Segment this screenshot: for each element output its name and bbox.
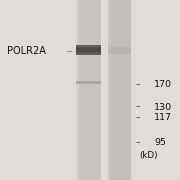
- Text: POLR2A: POLR2A: [7, 46, 46, 56]
- Text: --: --: [136, 80, 141, 89]
- Bar: [108, 0, 111, 180]
- Text: 117: 117: [154, 113, 172, 122]
- Text: 95: 95: [154, 138, 166, 147]
- Text: --: --: [136, 113, 141, 122]
- Bar: [76, 81, 101, 84]
- Bar: [108, 0, 131, 180]
- Text: 170: 170: [154, 80, 172, 89]
- Text: --: --: [67, 47, 73, 56]
- Text: --: --: [136, 138, 141, 147]
- Bar: [76, 0, 79, 180]
- Bar: [76, 47, 101, 53]
- Text: 130: 130: [154, 103, 172, 112]
- Bar: [108, 47, 131, 54]
- Text: (kD): (kD): [140, 151, 158, 160]
- Text: --: --: [136, 103, 141, 112]
- Bar: [76, 45, 101, 55]
- Bar: [76, 0, 101, 180]
